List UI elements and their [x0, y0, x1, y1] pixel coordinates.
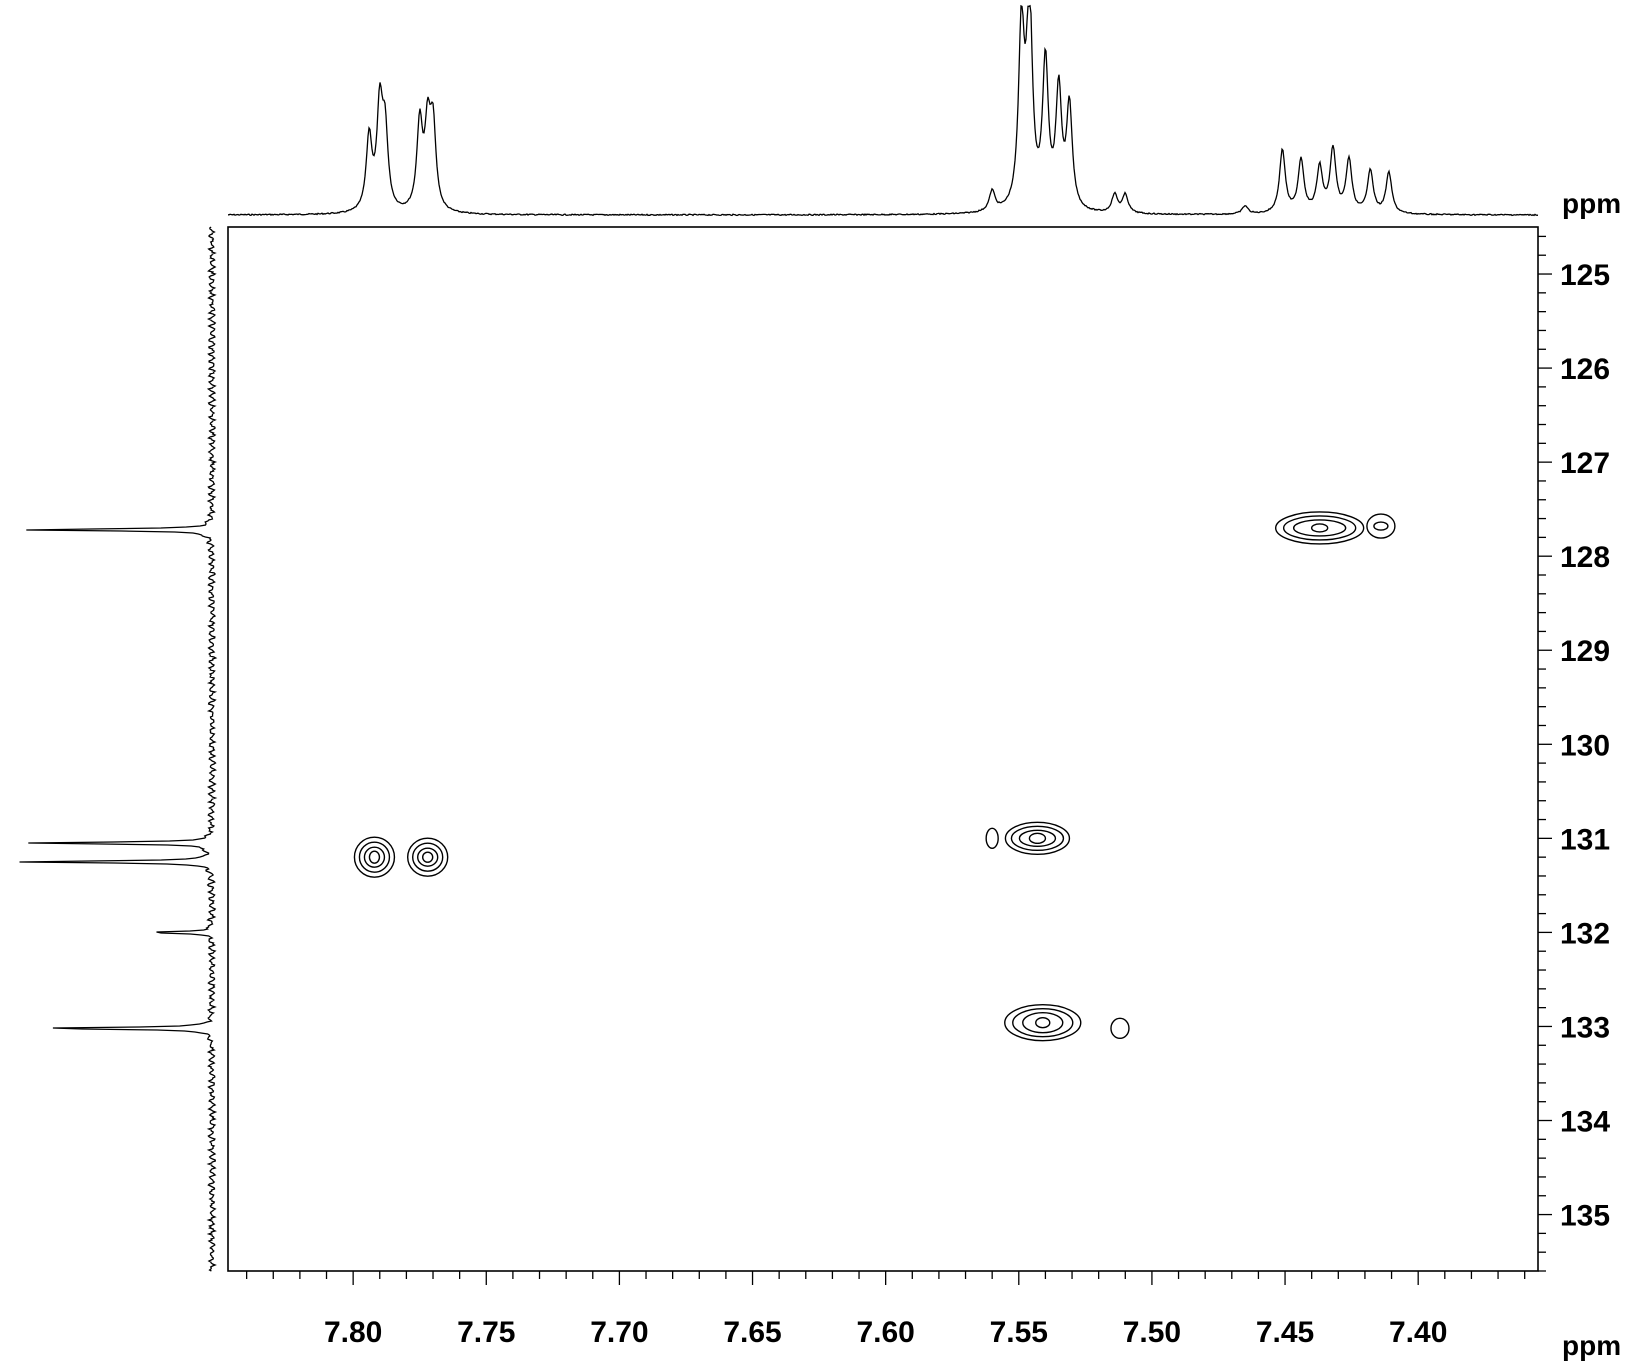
- y-tick-label: 127: [1560, 447, 1610, 480]
- x-tick-label: 7.60: [856, 1316, 914, 1349]
- f2-projection-trace: [228, 4, 1539, 217]
- y-tick-label: 126: [1560, 353, 1610, 386]
- x-tick-label: 7.70: [590, 1316, 648, 1349]
- cross-peak-contour: [1292, 519, 1347, 537]
- x-tick-label: 7.75: [457, 1316, 515, 1349]
- cross-peak-contour: [416, 847, 439, 867]
- cross-peak-contour: [353, 836, 396, 878]
- cross-peak-contour: [368, 850, 381, 864]
- x-tick-label: 7.65: [723, 1316, 781, 1349]
- cross-peak-contour: [1012, 1007, 1074, 1038]
- y-tick-label: 125: [1560, 259, 1610, 292]
- f1-projection-line: [19, 226, 218, 1272]
- cross-peak-contour: [406, 837, 449, 877]
- cross-peak-contour: [1366, 513, 1396, 539]
- x-tick-label: 7.55: [990, 1316, 1048, 1349]
- cross-peak-contour: [411, 842, 444, 872]
- cross-peak-contour: [363, 846, 386, 868]
- y-tick-label: 129: [1560, 635, 1610, 668]
- cross-peak-contours: [353, 511, 1396, 1042]
- cross-peak-contour: [1282, 515, 1357, 541]
- cross-peak-contour: [421, 851, 434, 863]
- cross-peak-contour: [1028, 832, 1047, 845]
- y-tick-label: 128: [1560, 541, 1610, 574]
- x-tick-label: 7.80: [324, 1316, 382, 1349]
- cross-peak-contour: [1004, 821, 1071, 856]
- y-tick-label: 135: [1560, 1200, 1610, 1233]
- x-tick-label: 7.40: [1389, 1316, 1447, 1349]
- cross-peak-contour: [1010, 825, 1065, 852]
- y-tick-label: 133: [1560, 1011, 1610, 1044]
- f1-projection-trace: [19, 226, 218, 1272]
- x-tick-label: 7.45: [1256, 1316, 1314, 1349]
- cross-peak-contour: [985, 827, 999, 850]
- cross-peak-contour: [1022, 1011, 1064, 1034]
- cross-peak-contour: [358, 841, 391, 873]
- x-tick-label: 7.50: [1123, 1316, 1181, 1349]
- plot-frame: [227, 226, 1539, 1272]
- y-tick-label: 132: [1560, 917, 1610, 950]
- top-axis-unit-label: ppm: [1562, 188, 1621, 219]
- cross-peak-contour: [1110, 1017, 1130, 1040]
- cross-peak-contour: [1035, 1016, 1051, 1029]
- cross-peak-contour: [1274, 511, 1365, 545]
- x-axis-unit-label: ppm: [1562, 1330, 1621, 1361]
- cross-peak-contour: [1004, 1003, 1082, 1042]
- cross-peak-contour: [1018, 829, 1057, 848]
- cross-peak-contour: [1373, 521, 1389, 531]
- y-axis: 125 126 127 128 129 130 131 132 133 134 135: [1538, 235, 1610, 1272]
- y-tick-label: 131: [1560, 823, 1610, 856]
- x-axis: 7.80 7.75 7.70 7.65 7.60 7.55 7.50 7.45 7.40: [245, 1271, 1526, 1349]
- cross-peak-contour: [1310, 523, 1329, 533]
- y-tick-label: 130: [1560, 729, 1610, 762]
- y-tick-label: 134: [1560, 1106, 1610, 1139]
- f2-projection-line: [228, 4, 1539, 217]
